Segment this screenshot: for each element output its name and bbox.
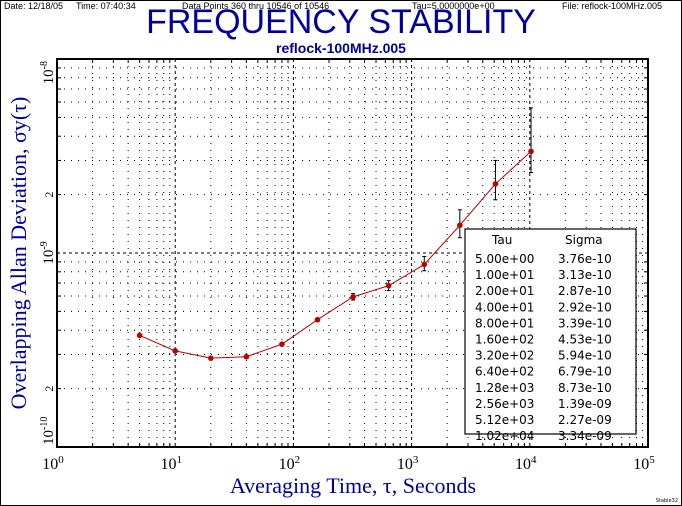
data-table-box: [464, 228, 637, 435]
y-tick-label: 10-9: [39, 241, 57, 264]
data-point: [279, 341, 285, 347]
table-cell-tau: 1.00e+01: [475, 268, 534, 282]
table-cell-sigma: 2.87e-10: [558, 284, 612, 298]
table-cell-sigma: 3.13e-10: [558, 268, 612, 282]
x-tick-label: 102: [279, 454, 301, 473]
header-tau: Tau=5.0000000e+00: [412, 1, 495, 11]
x-tick-label: 105: [633, 454, 655, 473]
data-point: [350, 294, 356, 300]
y-tick-label: 2: [42, 192, 56, 198]
x-axis-label: Averaging Time, τ, Seconds: [230, 473, 476, 498]
table-cell-tau: 1.28e+03: [475, 381, 534, 395]
table-cell-sigma: 3.76e-10: [558, 252, 612, 266]
data-point: [243, 353, 250, 360]
table-cell-tau: 4.00e+01: [475, 300, 534, 314]
table-cell-sigma: 8.73e-10: [558, 381, 612, 395]
data-point: [492, 181, 499, 187]
header-data-points: Data Points 360 thru 10546 of 10546: [182, 1, 330, 11]
data-point: [207, 355, 214, 361]
y-tick-label: 2: [42, 386, 56, 392]
header-time: Time: 07:40:34: [76, 1, 136, 11]
x-tick-label: 100: [42, 454, 64, 473]
table-cell-sigma: 5.94e-10: [558, 349, 612, 363]
table-cell-tau: 6.40e+02: [475, 365, 534, 379]
data-point: [314, 316, 321, 323]
table-cell-sigma: 3.34e-09: [558, 429, 612, 443]
table-cell-tau: 5.00e+00: [475, 252, 534, 266]
data-point: [172, 348, 178, 354]
table-header-sigma: Sigma: [565, 233, 603, 247]
y-tick-label: 10-8: [39, 61, 57, 84]
data-point: [136, 332, 143, 339]
x-tick-label: 101: [160, 454, 182, 473]
table-cell-sigma: 3.39e-10: [558, 316, 612, 330]
table-cell-sigma: 6.79e-10: [558, 365, 612, 379]
table-cell-tau: 2.56e+03: [475, 397, 534, 411]
y-axis-label: Overlapping Allan Deviation, σy(τ): [6, 97, 31, 410]
data-point: [528, 148, 534, 155]
table-cell-sigma: 1.39e-09: [558, 397, 612, 411]
x-tick-label: 104: [515, 454, 537, 473]
table-cell-tau: 8.00e+01: [475, 316, 534, 330]
table-cell-sigma: 2.27e-09: [558, 413, 612, 427]
plot-border: [56, 58, 649, 448]
table-cell-tau: 3.20e+02: [475, 349, 534, 363]
data-point: [457, 222, 463, 229]
header-file: File: reflock-100MHz.005: [562, 1, 663, 11]
chart-title: FREQUENCY STABILITY: [146, 3, 536, 41]
table-cell-sigma: 4.53e-10: [558, 333, 612, 347]
series-line: [139, 151, 532, 359]
x-tick-label: 103: [397, 454, 419, 473]
table-cell-tau: 1.60e+02: [475, 333, 534, 347]
header-date: Date: 12/18/05: [4, 1, 64, 11]
chart-subtitle: reflock-100MHz.005: [276, 40, 406, 56]
table-header-tau: Tau: [491, 233, 512, 247]
data-point: [385, 282, 392, 289]
table-cell-tau: 1.02e+04: [475, 429, 534, 443]
y-tick-label: 10-10: [39, 417, 57, 445]
stable32-mark: Stable32: [655, 498, 678, 504]
table-cell-tau: 2.00e+01: [475, 284, 534, 298]
table-cell-tau: 5.12e+03: [475, 413, 534, 427]
table-cell-sigma: 2.92e-10: [558, 300, 612, 314]
data-point: [421, 261, 428, 268]
